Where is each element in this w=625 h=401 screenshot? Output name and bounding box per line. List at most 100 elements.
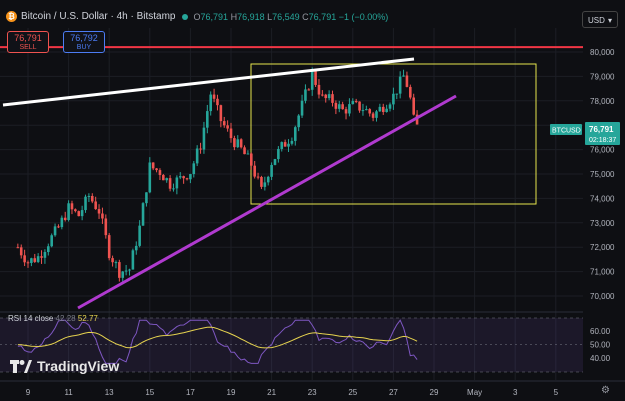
time-tick-label: 19 <box>227 388 236 397</box>
candle-body <box>175 177 179 189</box>
candle-body <box>195 148 199 164</box>
candle-body <box>114 262 118 264</box>
candle-body <box>219 105 223 122</box>
candle-body <box>287 143 290 147</box>
candle-body <box>361 110 365 112</box>
candle-body <box>324 94 328 99</box>
candle-body <box>321 94 324 96</box>
time-tick-label: 5 <box>554 388 559 397</box>
candle-body <box>74 209 77 212</box>
candle-body <box>118 262 121 278</box>
candle-body <box>371 113 375 118</box>
candle-body <box>381 106 385 113</box>
symbol-header[interactable]: ₿ Bitcoin / U.S. Dollar · 4h · Bitstamp … <box>6 11 388 22</box>
candle-body <box>246 153 250 155</box>
candle-body <box>30 258 33 263</box>
candle-body <box>16 247 20 249</box>
rsi-tick-label: 50.00 <box>590 341 611 350</box>
candle-body <box>77 211 81 217</box>
price-tick-label: 74,000 <box>590 194 615 203</box>
time-tick-label: 27 <box>389 388 398 397</box>
candle-body <box>253 165 256 177</box>
tradingview-logo[interactable]: TradingView <box>10 358 119 374</box>
bitcoin-icon: ₿ <box>6 11 17 22</box>
candle-body <box>148 162 152 193</box>
candle-body <box>375 111 378 118</box>
candle-body <box>90 196 94 202</box>
candle-body <box>293 127 297 141</box>
trendline-top <box>2 57 415 107</box>
candle-body <box>104 218 108 236</box>
candle-body <box>124 270 128 272</box>
candle-body <box>26 262 30 264</box>
candle-body <box>43 252 47 258</box>
symbol-title[interactable]: Bitcoin / U.S. Dollar · 4h · Bitstamp <box>21 11 176 22</box>
trendline-bottom <box>77 94 457 310</box>
candle-body <box>206 111 209 128</box>
candle-body <box>341 104 344 110</box>
candle-body <box>158 170 162 175</box>
candle-body <box>131 250 135 270</box>
time-tick-label: May <box>467 388 482 397</box>
time-tick-label: 25 <box>348 388 357 397</box>
price-tick-label: 72,000 <box>590 243 615 252</box>
candle-body <box>412 97 415 115</box>
rsi-ma-line <box>17 326 418 349</box>
candle-body <box>250 153 253 166</box>
sell-button[interactable]: 76,791 SELL <box>7 31 49 53</box>
candle-body <box>314 71 317 85</box>
candle-body <box>189 174 192 180</box>
rsi-legend[interactable]: RSI 14 close 42.28 52.77 <box>8 314 98 323</box>
countdown-label: 02:18:37 <box>589 137 616 144</box>
candle-body <box>256 176 260 178</box>
candle-body <box>229 128 233 139</box>
candle-body <box>331 94 334 103</box>
candle-body <box>236 139 240 148</box>
price-tick-label: 71,000 <box>590 268 615 277</box>
candle-body <box>266 176 270 183</box>
candle-body <box>351 101 355 105</box>
candle-body <box>365 109 368 111</box>
candle-body <box>300 100 304 116</box>
candle-body <box>97 209 101 214</box>
candle-body <box>151 162 155 169</box>
time-tick-label: 21 <box>267 388 276 397</box>
candle-body <box>277 148 280 160</box>
gear-icon[interactable]: ⚙ <box>601 385 610 396</box>
candle-body <box>354 101 358 103</box>
candle-body <box>40 256 43 258</box>
candle-body <box>216 98 219 106</box>
candle-body <box>337 104 341 109</box>
candle-body <box>185 178 189 180</box>
candle-body <box>344 109 348 114</box>
price-tick-label: 73,000 <box>590 219 615 228</box>
candle-body <box>260 176 263 187</box>
buy-button[interactable]: 76,792 BUY <box>63 31 105 53</box>
time-tick-label: 11 <box>64 388 73 397</box>
candle-body <box>334 102 338 109</box>
currency-selector[interactable]: USD ▾ <box>582 11 618 28</box>
candle-body <box>270 164 273 177</box>
candle-body <box>121 271 125 278</box>
price-tick-label: 76,000 <box>590 146 615 155</box>
candle-body <box>23 255 26 263</box>
candle-body <box>134 245 138 251</box>
candle-body <box>111 258 114 263</box>
candle-body <box>209 94 212 112</box>
candle-body <box>358 101 361 111</box>
time-tick-label: 29 <box>430 388 439 397</box>
candle-body <box>60 217 64 228</box>
price-tick-label: 80,000 <box>590 48 615 57</box>
symbol-tag-bg <box>550 124 582 135</box>
candle-body <box>172 188 175 190</box>
candle-body <box>415 114 419 125</box>
candle-body <box>53 226 57 236</box>
candle-body <box>388 104 392 109</box>
time-tick-label: 17 <box>186 388 195 397</box>
price-tick-label: 79,000 <box>590 72 615 81</box>
candle-body <box>395 93 399 95</box>
time-tick-label: 9 <box>26 388 31 397</box>
candle-body <box>348 104 351 114</box>
